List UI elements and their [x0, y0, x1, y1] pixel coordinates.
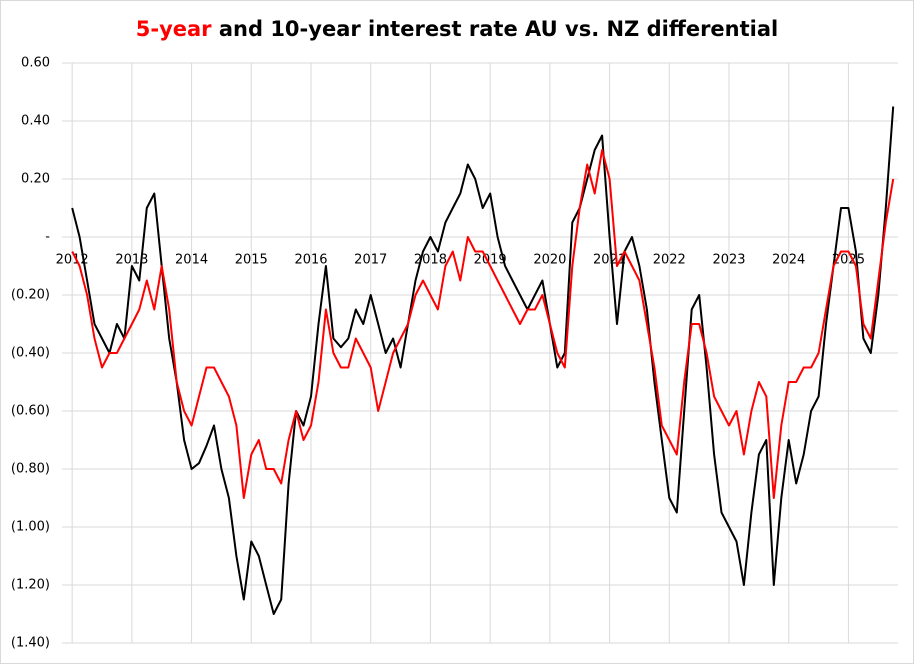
y-tick-label: (1.40): [11, 636, 50, 651]
y-tick-label: 0.20: [21, 172, 50, 187]
x-tick-label: 2016: [294, 253, 327, 268]
y-tick-label: (1.00): [11, 520, 50, 535]
title-rest: and 10-year interest rate AU vs. NZ diff…: [212, 17, 779, 41]
x-tick-label: 2024: [772, 253, 805, 268]
y-tick-label: (1.20): [11, 578, 50, 593]
x-tick-label: 2014: [175, 253, 208, 268]
y-tick-label: 0.60: [21, 56, 50, 71]
y-tick-label: (0.60): [11, 404, 50, 419]
y-tick-label: (0.20): [11, 288, 50, 303]
x-tick-label: 2020: [533, 253, 566, 268]
x-tick-label: 2012: [56, 253, 89, 268]
x-tick-label: 2019: [474, 253, 507, 268]
title-highlight: 5-year: [136, 17, 212, 41]
series-line: [71, 149, 895, 499]
x-tick-label: 2023: [712, 253, 745, 268]
y-tick-label: (0.40): [11, 346, 50, 361]
x-tick-label: 2015: [235, 253, 268, 268]
y-tick-label: (0.80): [11, 462, 50, 477]
series-line: [71, 106, 895, 615]
y-tick-label: 0.40: [21, 114, 50, 129]
chart-title: 5-year and 10-year interest rate AU vs. …: [136, 17, 778, 41]
x-tick-label: 2017: [354, 253, 387, 268]
y-tick-label: -: [45, 230, 50, 245]
x-tick-label: 2022: [653, 253, 686, 268]
